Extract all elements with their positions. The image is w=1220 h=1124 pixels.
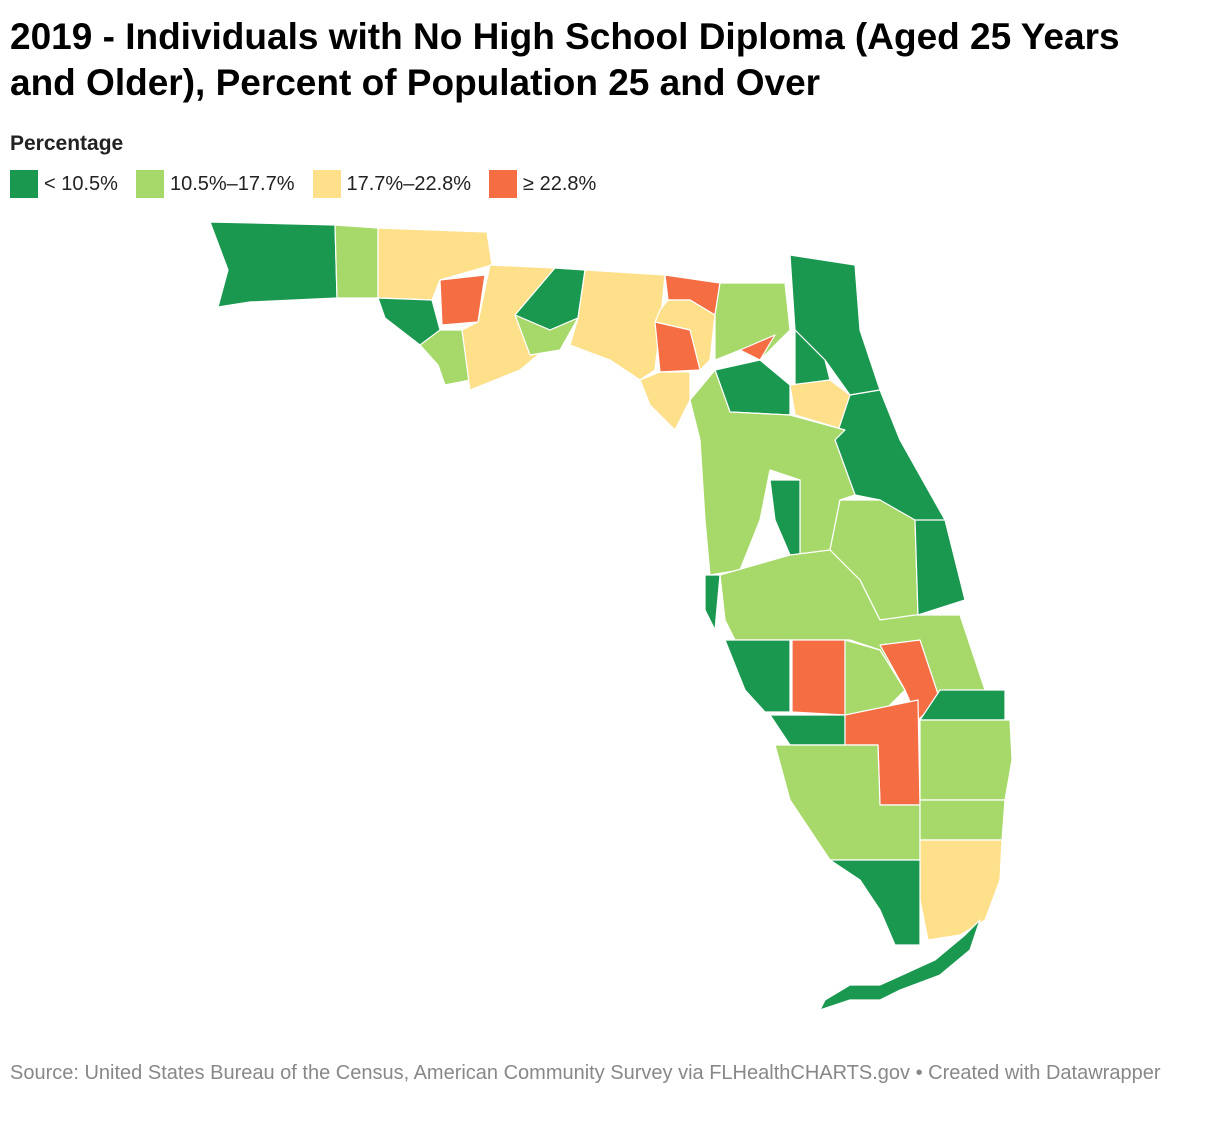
- title: 2019 - Individuals with No High School D…: [10, 16, 1120, 103]
- county: [919, 719, 1013, 801]
- legend-label: ≥ 22.8%: [523, 172, 597, 195]
- county: [334, 224, 379, 299]
- county: [639, 371, 691, 431]
- map: [209, 221, 1013, 1011]
- county: [829, 859, 921, 946]
- county: [569, 269, 666, 381]
- source: Source: United States Bureau of the Cens…: [10, 1062, 1161, 1084]
- county: [439, 274, 486, 326]
- county: [724, 639, 791, 713]
- county: [209, 221, 338, 308]
- legend-item: 10.5%–17.7%: [135, 170, 295, 198]
- legend-swatch: [135, 170, 164, 198]
- legend-label: 17.7%–22.8%: [346, 172, 472, 195]
- county: [769, 714, 846, 746]
- county: [819, 919, 981, 1011]
- county: [704, 574, 721, 631]
- legend: < 10.5% 10.5%–17.7% 17.7%–22.8% ≥ 22.8%: [10, 170, 596, 198]
- legend-item: ≥ 22.8%: [489, 170, 596, 198]
- county: [739, 334, 776, 361]
- county: [919, 839, 1003, 941]
- county: [914, 519, 966, 616]
- legend-label: < 10.5%: [44, 172, 118, 195]
- legend-label: 10.5%–17.7%: [169, 172, 295, 195]
- legend-item: < 10.5%: [10, 170, 118, 198]
- legend-item: 17.7%–22.8%: [312, 170, 472, 198]
- county: [769, 479, 801, 556]
- legend-swatch: [312, 170, 341, 198]
- county: [791, 639, 846, 716]
- legend-title: Percentage: [10, 132, 124, 155]
- county: [844, 639, 906, 716]
- county: [654, 321, 701, 373]
- legend-swatch: [489, 170, 518, 198]
- county: [514, 314, 579, 356]
- legend-swatch: [10, 170, 38, 198]
- county: [919, 799, 1006, 841]
